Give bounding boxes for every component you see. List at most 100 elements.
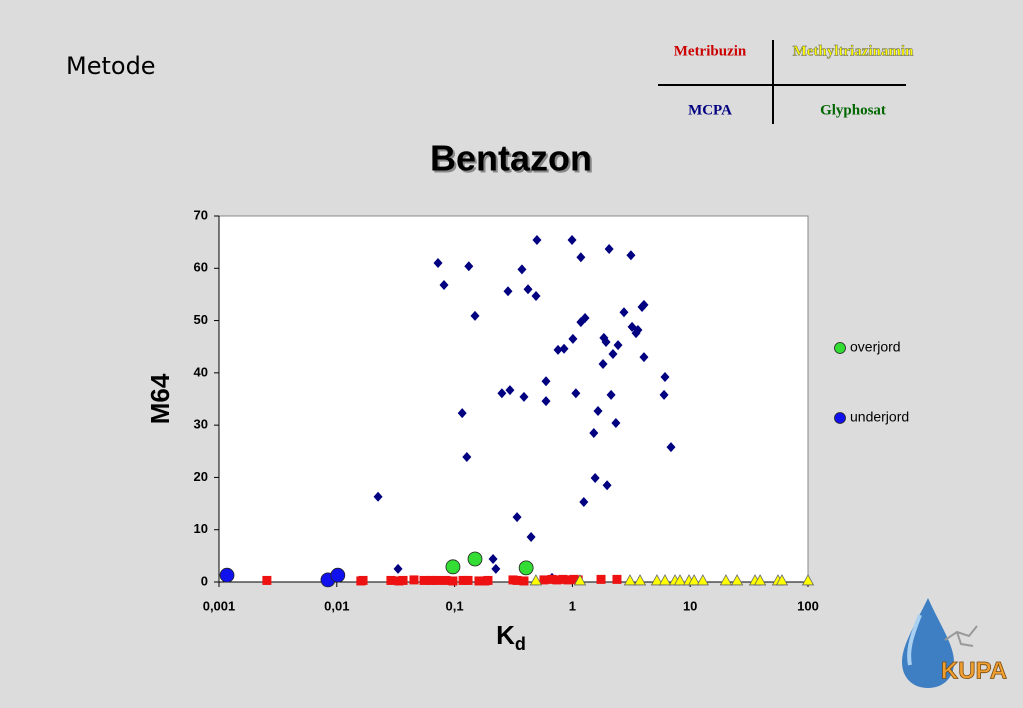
y-tick-label: 30 <box>194 417 208 432</box>
x-tick-label: 10 <box>683 598 697 613</box>
point <box>523 284 533 295</box>
point <box>541 376 551 387</box>
point <box>598 358 608 369</box>
point <box>753 574 767 586</box>
point <box>650 574 664 586</box>
x-tick-label: 100 <box>797 598 819 613</box>
point <box>512 575 522 585</box>
point <box>696 574 710 586</box>
point <box>590 472 600 483</box>
y-axis-label: M64 <box>145 373 175 424</box>
point <box>358 575 368 585</box>
point <box>262 575 272 585</box>
point <box>462 452 472 463</box>
point <box>531 290 541 301</box>
point <box>576 252 586 263</box>
point <box>673 574 687 586</box>
point <box>719 574 733 586</box>
plot-area <box>218 215 809 583</box>
y-tick-label: 70 <box>194 207 208 222</box>
point <box>580 312 590 323</box>
point <box>611 418 621 429</box>
table-cell: Glyphosat <box>820 102 886 118</box>
y-tick-label: 0 <box>201 573 208 588</box>
point <box>432 575 442 585</box>
legend-label: overjord <box>850 339 901 355</box>
point <box>613 340 623 351</box>
point <box>568 333 578 344</box>
y-tick-label: 20 <box>194 469 208 484</box>
x-tick-label: 0,1 <box>446 598 464 613</box>
logo-drop <box>902 598 954 688</box>
point <box>558 574 568 584</box>
point <box>633 574 647 586</box>
point <box>532 235 542 246</box>
y-tick-label: 50 <box>194 312 208 327</box>
point <box>439 280 449 291</box>
point <box>526 532 536 543</box>
point <box>547 574 557 584</box>
point <box>433 258 443 269</box>
legend-marker <box>834 342 846 354</box>
point <box>604 243 614 254</box>
point <box>458 575 468 585</box>
logo-molecule <box>944 625 978 647</box>
point <box>660 372 670 383</box>
point <box>601 337 611 348</box>
logo: KUPA <box>902 598 1008 688</box>
point <box>330 567 346 583</box>
point <box>687 574 701 586</box>
point <box>559 343 569 354</box>
point <box>589 427 599 438</box>
point <box>623 574 637 586</box>
table-cell: MCPA <box>688 102 732 118</box>
point <box>602 480 612 491</box>
x-tick-label: 0,001 <box>203 598 236 613</box>
point <box>491 563 501 574</box>
point <box>659 389 669 400</box>
point <box>393 563 403 574</box>
point <box>463 575 473 585</box>
point <box>474 576 484 586</box>
point <box>448 576 458 586</box>
legend-marker <box>834 412 846 424</box>
point <box>529 574 543 586</box>
chart-title-shadow: Bentazon <box>432 140 594 181</box>
point <box>626 250 636 261</box>
point <box>373 491 383 502</box>
x-tick-label: 1 <box>569 598 576 613</box>
point <box>441 575 451 585</box>
point <box>553 344 563 355</box>
point <box>219 567 235 583</box>
point <box>419 575 429 585</box>
point <box>445 559 461 575</box>
table-cell: Methyltriazinamin <box>793 43 914 59</box>
point <box>775 574 789 586</box>
x-axis-label-sub: d <box>515 634 526 654</box>
point <box>608 349 618 360</box>
point <box>666 442 676 453</box>
point <box>409 575 419 585</box>
y-tick-label: 60 <box>194 260 208 275</box>
point <box>593 406 603 417</box>
point <box>639 352 649 363</box>
x-tick-label: 0,01 <box>324 598 349 613</box>
point <box>658 574 672 586</box>
point <box>512 512 522 523</box>
point <box>386 575 396 585</box>
point <box>497 388 507 399</box>
point <box>563 575 573 585</box>
point <box>426 575 436 585</box>
point <box>470 310 480 321</box>
point <box>464 261 474 272</box>
x-axis-label-main: K <box>496 620 515 650</box>
point <box>539 575 549 585</box>
point <box>517 264 527 275</box>
logo-text: KUPA <box>941 657 1007 684</box>
table-cell: Metribuzin <box>674 43 747 59</box>
point <box>519 576 529 586</box>
point <box>612 574 622 584</box>
point <box>579 497 589 508</box>
point <box>457 408 467 419</box>
